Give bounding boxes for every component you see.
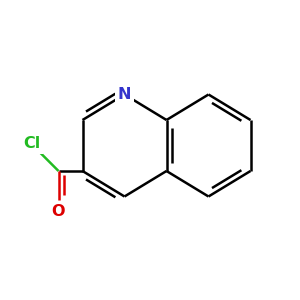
Text: N: N xyxy=(118,87,131,102)
Text: Cl: Cl xyxy=(23,136,40,152)
Text: O: O xyxy=(52,204,65,219)
